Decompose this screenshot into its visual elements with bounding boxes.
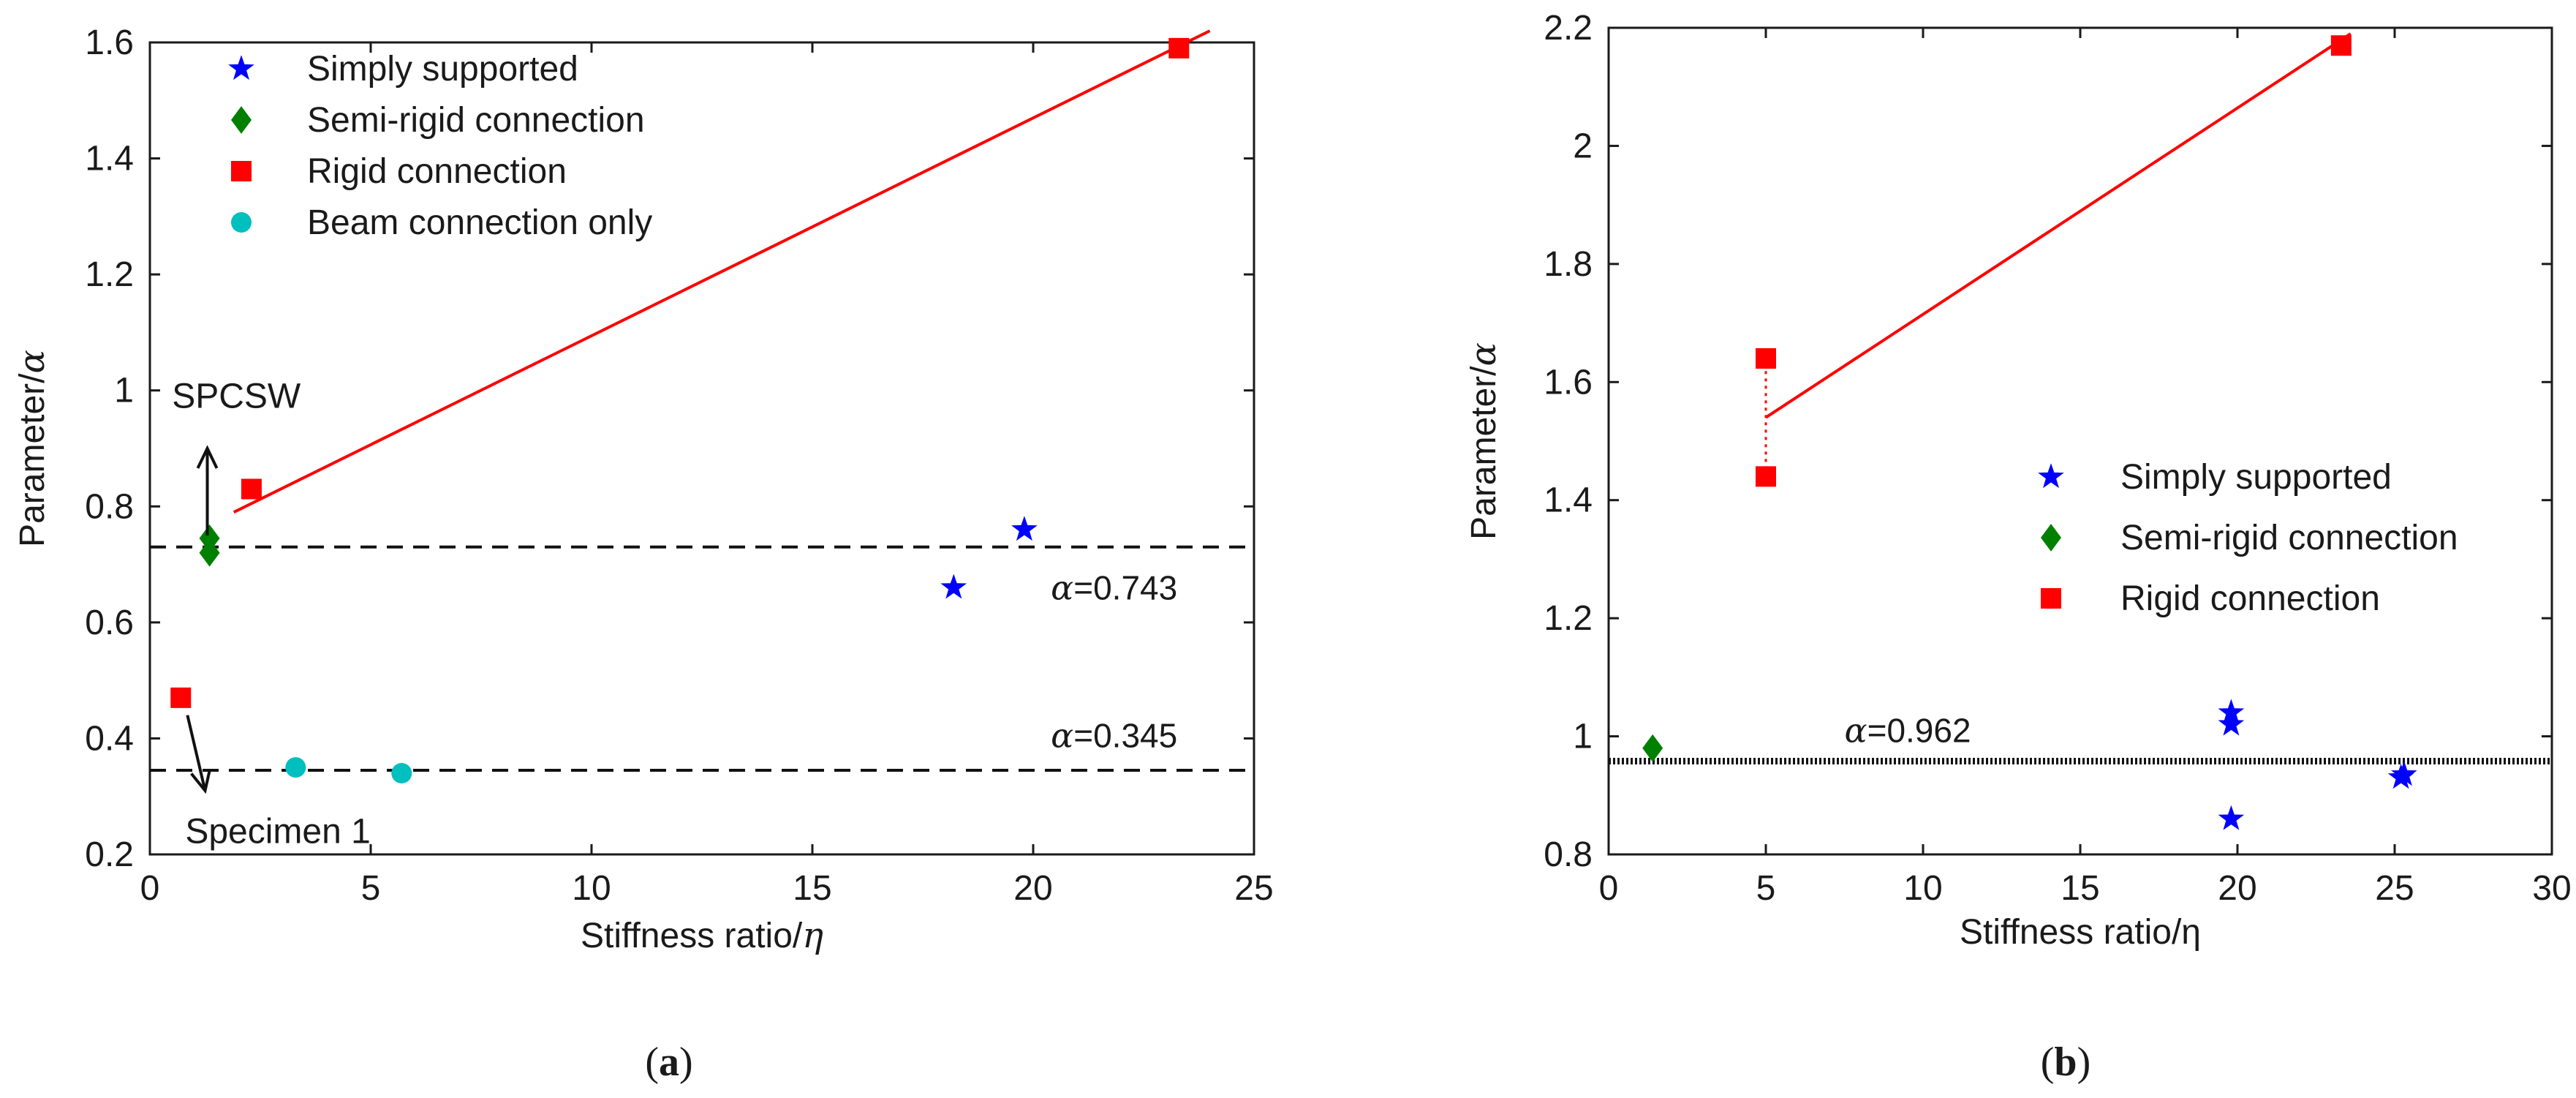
chart-a-xlabel: Stiffness ratio/η — [581, 915, 823, 956]
data-point — [2391, 761, 2417, 786]
chart-a-legend: Simply supported Semi-rigid connection Rig… — [228, 50, 652, 242]
chart-a-axes-frame — [148, 41, 1255, 856]
chart-b-points — [1642, 35, 2417, 830]
x-tick-label: 30 — [2532, 869, 2571, 908]
legend-marker — [231, 106, 252, 134]
chart-b-ticks: 0 5 10 15 20 25 30 0.8 1 1.2 1.4 1.6 1.8 2 2.2 — [1544, 9, 2571, 908]
chart-a-caption: (a) — [645, 1039, 692, 1085]
y-tick-label: 1.4 — [85, 140, 134, 178]
legend-marker — [228, 55, 254, 80]
data-point — [1756, 466, 1776, 487]
annotation-arrow — [186, 715, 207, 791]
data-point — [1011, 516, 1038, 541]
y-tick-label: 0.6 — [85, 603, 134, 642]
data-point — [199, 524, 220, 552]
chart-b-reference-lines — [1609, 32, 2552, 764]
arrow-head — [196, 445, 219, 469]
chart-b-legend: Simply supported Semi-rigid connection Rig… — [2038, 458, 2458, 618]
x-tick-label: 0 — [140, 869, 160, 908]
y-tick-label: 1.6 — [1544, 363, 1593, 402]
chart-b-ylabel: Parameter/α — [1463, 342, 1504, 540]
chart-a-reference-lines — [150, 29, 1254, 772]
chart-b: 0 5 10 15 20 25 30 0.8 1 1.2 1.4 1.6 1.8 2 2.2 α=0.962… — [1463, 9, 2572, 1085]
y-tick-label: 0.8 — [85, 487, 134, 526]
x-tick-label: 20 — [1013, 869, 1052, 908]
legend-marker — [2041, 588, 2061, 609]
data-point — [2218, 805, 2245, 830]
x-tick-label: 15 — [793, 869, 831, 908]
x-tick-label: 10 — [1903, 869, 1942, 908]
y-tick-label: 1.2 — [1544, 599, 1593, 638]
annotation-label: SPCSW — [172, 377, 301, 416]
y-tick-label: 1.8 — [1544, 245, 1593, 284]
x-tick-label: 0 — [1599, 869, 1619, 908]
chart-a-points — [170, 37, 1190, 783]
x-tick-label: 20 — [2218, 869, 2256, 908]
legend-label: Semi-rigid connection — [2120, 519, 2458, 557]
reference-line-label: α=0.962 — [1845, 711, 1971, 751]
data-point — [940, 574, 967, 599]
data-point — [285, 757, 306, 778]
arrow-head — [190, 769, 211, 794]
y-tick-label: 2 — [1573, 127, 1593, 165]
data-point — [1168, 37, 1190, 59]
data-point — [2330, 35, 2352, 56]
y-tick-label: 2.2 — [1544, 9, 1593, 48]
data-point — [170, 687, 192, 708]
x-tick-label: 5 — [1756, 869, 1776, 908]
legend-label: Beam connection only — [307, 203, 652, 242]
y-tick-label: 1 — [114, 372, 134, 410]
fit-line — [233, 29, 1211, 514]
chart-a-annotations: α=0.743 α=0.345 SPCSW Specimen 1 — [172, 377, 1177, 851]
chart-a: 0 5 10 15 20 25 0.2 0.4 0.6 0.8 1 1.2 1.4 1.6 α=0.743… — [12, 23, 1274, 1085]
x-tick-label: 15 — [2061, 869, 2099, 908]
data-point — [1642, 734, 1663, 762]
chart-a-ticks: 0 5 10 15 20 25 0.2 0.4 0.6 0.8 1 1.2 1.4 1.6 — [85, 23, 1273, 908]
y-tick-label: 1.2 — [85, 255, 134, 294]
chart-b-annotations: α=0.962 — [1845, 711, 1971, 751]
legend-label: Simply supported — [2120, 458, 2392, 497]
x-tick-label: 25 — [1234, 869, 1273, 908]
legend-label: Rigid connection — [2120, 579, 2380, 618]
legend-label: Semi-rigid connection — [307, 101, 645, 140]
chart-a-ylabel: Parameter/α — [12, 350, 53, 547]
legend-label: Rigid connection — [307, 152, 567, 191]
chart-b-axes-frame — [1607, 26, 2553, 856]
reference-line-label: α=0.345 — [1051, 715, 1177, 755]
legend-marker — [2038, 463, 2064, 489]
legend-label: Simply supported — [307, 50, 578, 89]
x-tick-label: 5 — [361, 869, 381, 908]
y-tick-label: 1 — [1573, 718, 1593, 756]
data-point — [2218, 710, 2245, 736]
x-tick-label: 10 — [572, 869, 611, 908]
y-tick-label: 1.4 — [1544, 481, 1593, 520]
annotation-label: Specimen 1 — [185, 812, 370, 851]
y-tick-label: 0.4 — [85, 719, 134, 758]
reference-line-label: α=0.743 — [1051, 568, 1177, 607]
y-tick-label: 0.2 — [85, 835, 134, 874]
legend-marker — [231, 161, 252, 181]
data-point — [199, 538, 220, 567]
legend-marker — [231, 212, 252, 233]
data-point — [241, 478, 262, 500]
chart-b-xlabel: Stiffness ratio/η — [1960, 913, 2201, 952]
x-tick-label: 25 — [2375, 869, 2414, 908]
y-tick-label: 0.8 — [1544, 835, 1593, 874]
data-point — [1756, 348, 1776, 369]
legend-marker — [2041, 524, 2061, 552]
data-point — [391, 763, 412, 783]
fit-line — [1764, 32, 2352, 419]
chart-b-caption: (b) — [2041, 1039, 2090, 1085]
y-tick-label: 1.6 — [85, 23, 134, 62]
